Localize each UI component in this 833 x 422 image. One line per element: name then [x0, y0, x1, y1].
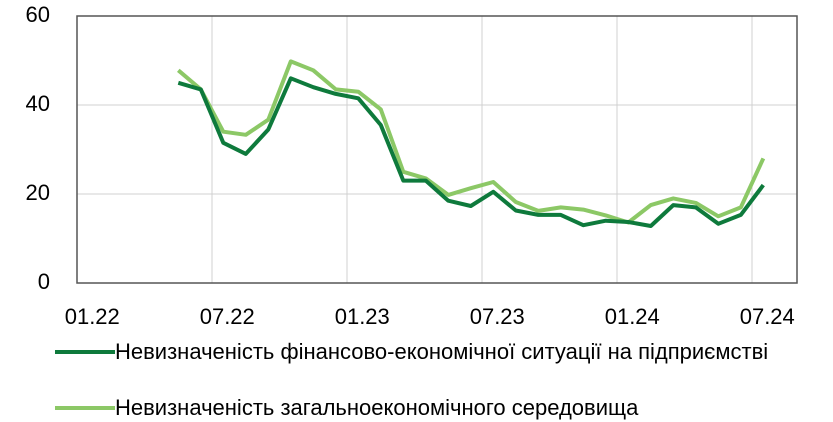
x-tick-label: 07.22 — [200, 304, 255, 329]
series-line — [177, 59, 766, 225]
y-tick-label: 40 — [26, 91, 50, 116]
series-line — [177, 76, 765, 228]
chart: 0 20 40 60 01.22 07.22 01.23 07.23 01.24 07.24 — [26, 2, 798, 329]
y-tick-label: 60 — [26, 2, 50, 27]
legend-label: Невизначеність загальноекономічного сере… — [115, 395, 639, 420]
x-tick-label: 01.22 — [65, 304, 120, 329]
x-tick-label: 01.23 — [335, 304, 390, 329]
x-tick-label: 07.23 — [470, 304, 525, 329]
x-tick-label: 07.24 — [740, 304, 795, 329]
y-tick-label: 20 — [26, 180, 50, 205]
x-tick-label: 01.24 — [605, 304, 660, 329]
legend-item: Невизначеність фінансово-економічної сит… — [55, 337, 815, 367]
legend-swatch — [55, 406, 115, 410]
plot-frame — [76, 15, 798, 284]
legend-item: Невизначеність загальноекономічного сере… — [55, 393, 815, 422]
y-tick-label: 0 — [38, 269, 50, 294]
legend-swatch — [55, 350, 115, 354]
legend-label: Невизначеність фінансово-економічної сит… — [115, 339, 769, 364]
